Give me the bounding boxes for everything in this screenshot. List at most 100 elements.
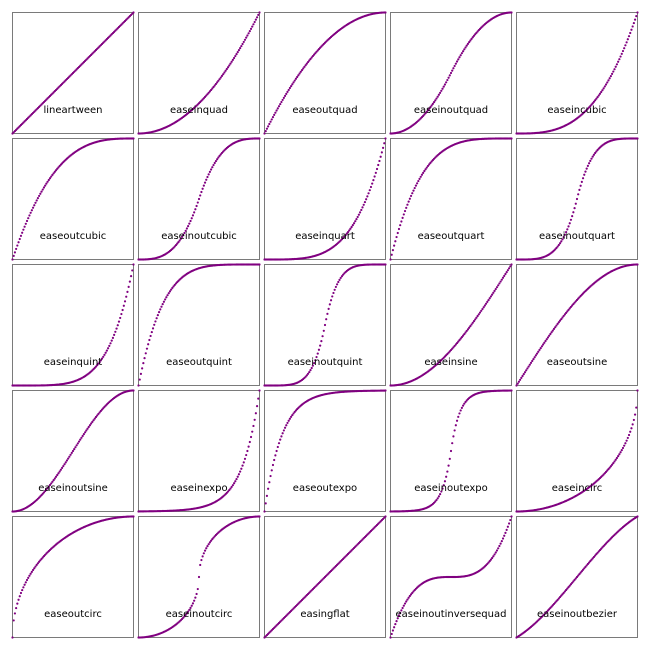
data-point	[435, 498, 438, 502]
panel-label: easeoutquart	[418, 231, 485, 242]
data-point	[99, 359, 102, 362]
data-point	[13, 251, 17, 254]
data-point	[132, 11, 135, 14]
data-point	[451, 442, 454, 445]
data-point	[619, 55, 622, 58]
panel-frame	[390, 138, 512, 260]
data-point	[493, 289, 496, 292]
data-point	[122, 304, 125, 307]
data-point	[623, 47, 626, 50]
data-point	[132, 263, 135, 266]
data-point	[170, 288, 173, 291]
data-point	[390, 632, 393, 636]
data-point	[462, 404, 465, 407]
panel-label: easeinquart	[295, 231, 355, 242]
series-points	[137, 389, 261, 513]
data-point	[549, 332, 552, 336]
data-point	[247, 32, 250, 35]
data-point	[171, 286, 174, 290]
data-point	[436, 95, 439, 98]
data-point	[440, 89, 443, 92]
data-point	[568, 584, 571, 587]
data-point	[612, 70, 615, 73]
data-point	[458, 412, 461, 415]
data-point	[273, 113, 276, 117]
data-point	[403, 209, 407, 213]
data-point	[498, 544, 501, 548]
data-point	[498, 282, 501, 285]
data-point	[594, 99, 597, 102]
data-point	[457, 58, 460, 61]
data-point	[407, 200, 410, 203]
data-point	[139, 372, 143, 375]
data-point	[179, 237, 182, 240]
data-point	[286, 90, 289, 93]
panel-frame	[516, 390, 638, 512]
data-point	[430, 104, 433, 107]
data-point	[155, 317, 158, 320]
data-point	[406, 203, 409, 206]
data-point	[93, 417, 96, 420]
data-point	[189, 606, 192, 609]
data-point	[575, 197, 579, 201]
data-point	[459, 54, 462, 57]
data-point	[349, 227, 352, 230]
data-point	[274, 454, 277, 457]
data-point	[535, 352, 539, 355]
panel-label: easingflat	[300, 609, 349, 620]
series-points	[263, 389, 387, 513]
data-point	[212, 163, 215, 167]
panel-label: easeinsine	[424, 357, 477, 368]
data-point	[201, 187, 204, 190]
data-point	[105, 349, 108, 352]
data-point	[381, 146, 385, 149]
data-point	[567, 308, 570, 311]
data-point	[460, 336, 463, 339]
data-point	[34, 201, 37, 204]
data-point	[51, 480, 54, 483]
data-point	[497, 284, 500, 287]
data-point	[462, 50, 465, 53]
data-point	[407, 596, 410, 599]
series-points	[137, 137, 261, 261]
data-point	[556, 245, 559, 248]
series-points	[137, 11, 261, 135]
data-point	[159, 308, 162, 311]
data-point	[596, 96, 599, 99]
data-point	[44, 489, 47, 493]
data-point	[455, 341, 459, 345]
panel-label: lineartween	[43, 105, 102, 116]
data-point	[384, 11, 387, 14]
data-point	[620, 449, 623, 452]
data-point	[574, 202, 577, 205]
data-point	[384, 263, 387, 266]
data-point	[413, 186, 416, 190]
data-point	[31, 206, 35, 209]
data-point	[311, 54, 314, 58]
data-point	[429, 106, 432, 109]
data-point	[228, 64, 231, 67]
data-point	[196, 201, 199, 204]
data-point	[460, 406, 463, 409]
data-point	[303, 65, 306, 68]
data-point	[214, 159, 218, 163]
data-point	[190, 604, 193, 607]
data-point	[271, 463, 275, 467]
data-point	[86, 427, 89, 430]
data-point	[575, 575, 579, 579]
data-point	[617, 455, 620, 458]
data-point	[251, 430, 254, 433]
data-point	[373, 175, 376, 178]
data-point	[544, 339, 547, 343]
data-point	[501, 537, 505, 540]
data-point	[154, 320, 157, 323]
data-point	[560, 240, 563, 243]
data-point	[247, 445, 250, 448]
data-point	[54, 475, 58, 478]
data-point	[612, 462, 615, 465]
data-point	[287, 419, 290, 422]
data-point	[431, 102, 434, 105]
data-point	[270, 469, 273, 472]
data-point	[235, 53, 238, 56]
data-point	[74, 446, 77, 449]
